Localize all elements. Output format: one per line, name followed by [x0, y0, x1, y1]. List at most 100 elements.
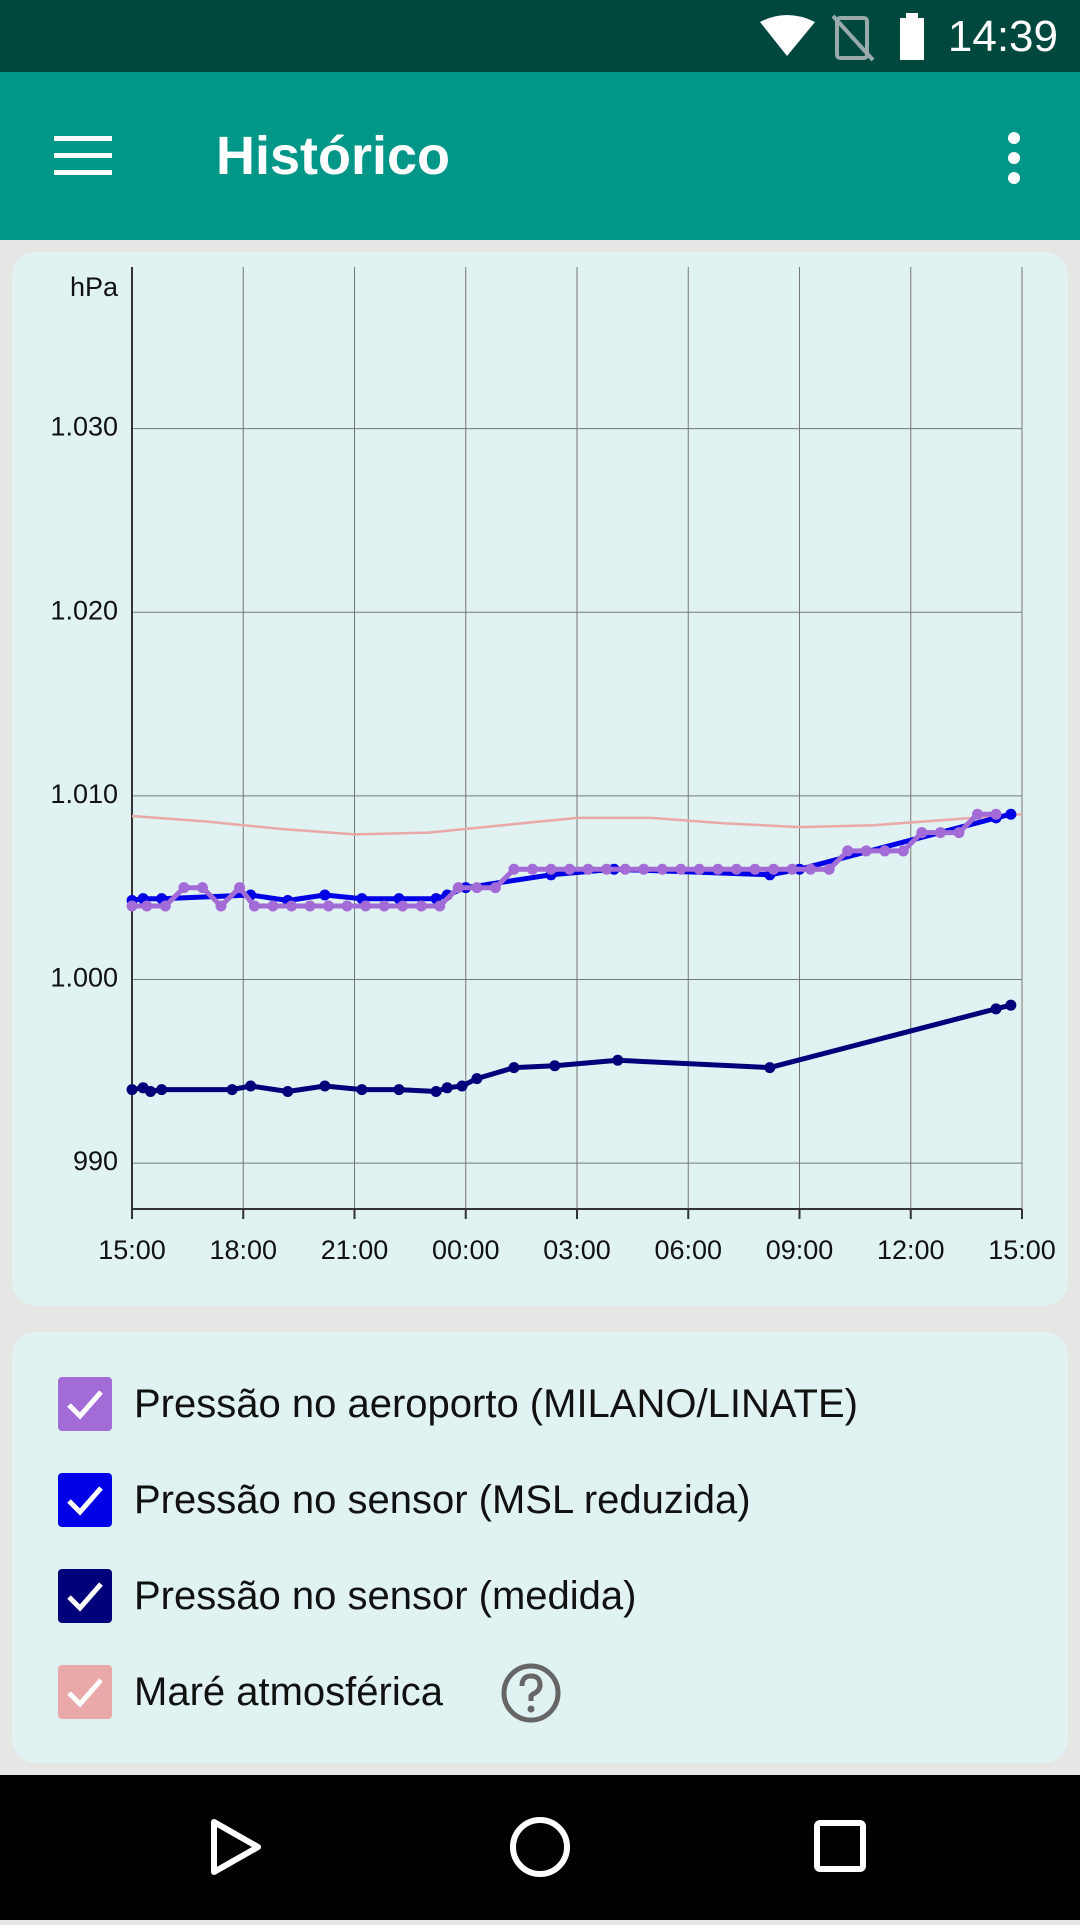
- data-point: [601, 863, 613, 875]
- data-point: [267, 900, 279, 912]
- data-point: [378, 900, 390, 912]
- data-point: [215, 900, 227, 912]
- help-icon[interactable]: [500, 1662, 562, 1724]
- x-tick-label: 03:00: [543, 1235, 611, 1265]
- data-point: [953, 827, 965, 839]
- y-axis-label: hPa: [70, 272, 119, 302]
- check-mark: [67, 1678, 103, 1708]
- data-point: [730, 863, 742, 875]
- home-button[interactable]: [510, 1817, 570, 1877]
- data-point: [441, 1082, 453, 1094]
- legend-item[interactable]: Pressão no sensor (MSL reduzida): [58, 1473, 751, 1527]
- data-point: [786, 863, 798, 875]
- data-point: [234, 882, 246, 894]
- back-button[interactable]: [211, 1819, 261, 1875]
- legend-label: Maré atmosférica: [134, 1669, 443, 1714]
- legend-checkbox[interactable]: [58, 1569, 112, 1623]
- navigation-bar: [0, 1775, 1080, 1920]
- data-point: [934, 827, 946, 839]
- data-point: [990, 1003, 1002, 1015]
- y-tick-label: 1.020: [50, 595, 118, 625]
- data-point: [282, 1085, 294, 1097]
- legend-checkbox[interactable]: [58, 1665, 112, 1719]
- recents-button[interactable]: [814, 1820, 866, 1872]
- data-point: [990, 808, 1002, 820]
- series-line: [131, 1002, 1012, 1094]
- battery-tip: [906, 13, 918, 19]
- data-point: [452, 882, 464, 894]
- data-point: [248, 900, 260, 912]
- chart-card: [12, 252, 1068, 1306]
- data-point: [768, 863, 780, 875]
- data-point: [226, 1084, 238, 1096]
- legend-item[interactable]: Pressão no sensor (medida): [58, 1569, 636, 1623]
- data-point: [764, 1062, 776, 1074]
- data-point: [582, 863, 594, 875]
- data-point: [393, 1084, 405, 1096]
- y-tick-label: 1.000: [50, 963, 118, 993]
- y-tick-label: 1.010: [50, 779, 118, 809]
- data-point: [245, 1080, 257, 1092]
- battery-icon: [900, 18, 924, 60]
- data-point: [712, 863, 724, 875]
- data-point: [564, 863, 576, 875]
- x-tick-label: 00:00: [432, 1235, 500, 1265]
- data-point: [434, 900, 446, 912]
- data-point: [145, 1085, 157, 1097]
- data-point: [319, 1080, 331, 1092]
- data-point: [749, 863, 761, 875]
- data-point: [489, 882, 501, 894]
- data-point: [156, 1084, 168, 1096]
- nav-buttons: [211, 1817, 866, 1877]
- menu-button[interactable]: [54, 134, 114, 178]
- data-point: [823, 863, 835, 875]
- data-point: [126, 1084, 138, 1096]
- chart: 1.030 1.020 1.010 1.000 990 15:00 18:00 21:00 00…: [50, 267, 1056, 1265]
- data-point: [1005, 808, 1017, 820]
- data-point: [656, 863, 668, 875]
- data-point: [319, 889, 331, 901]
- data-point: [619, 863, 631, 875]
- data-point: [545, 863, 557, 875]
- overflow-menu[interactable]: [1000, 130, 1028, 186]
- x-tick-label: 18:00: [209, 1235, 277, 1265]
- x-tick-label: 12:00: [877, 1235, 945, 1265]
- legend-label: Pressão no sensor (medida): [134, 1573, 637, 1618]
- legend-checkbox[interactable]: [58, 1473, 112, 1527]
- check-mark: [67, 1582, 103, 1612]
- data-point: [527, 863, 538, 875]
- data-point: [323, 900, 335, 912]
- data-point: [897, 845, 909, 857]
- data-point: [356, 1084, 368, 1096]
- data-point: [612, 1054, 624, 1066]
- data-point: [693, 863, 705, 875]
- x-tick-label: 09:00: [766, 1235, 834, 1265]
- data-point: [456, 1080, 468, 1092]
- data-point: [471, 882, 483, 894]
- data-point: [916, 827, 928, 839]
- status-icons: [760, 13, 924, 62]
- legend-item[interactable]: Maré atmosférica: [58, 1665, 443, 1719]
- data-point: [430, 1085, 442, 1097]
- x-tick-label: 15:00: [988, 1235, 1056, 1265]
- legend-item[interactable]: Pressão no aeroporto (MILANO/LINATE): [58, 1377, 858, 1431]
- data-point: [196, 882, 208, 894]
- data-point: [397, 900, 409, 912]
- data-point: [549, 1060, 561, 1072]
- legend-checkbox[interactable]: [58, 1377, 112, 1431]
- data-point: [178, 882, 190, 894]
- legend-label: Pressão no sensor (MSL reduzida): [134, 1477, 751, 1522]
- check-mark: [67, 1390, 103, 1420]
- data-point: [126, 900, 138, 912]
- data-point: [972, 808, 983, 820]
- data-point: [508, 1062, 520, 1074]
- y-tick-label: 990: [73, 1146, 118, 1176]
- sim-icon: [835, 16, 869, 60]
- series-line: [131, 812, 1023, 836]
- check-mark: [67, 1486, 103, 1516]
- data-point: [508, 863, 520, 875]
- sim-slash: [831, 14, 875, 62]
- x-tick-label: 15:00: [98, 1235, 166, 1265]
- data-point: [415, 900, 427, 912]
